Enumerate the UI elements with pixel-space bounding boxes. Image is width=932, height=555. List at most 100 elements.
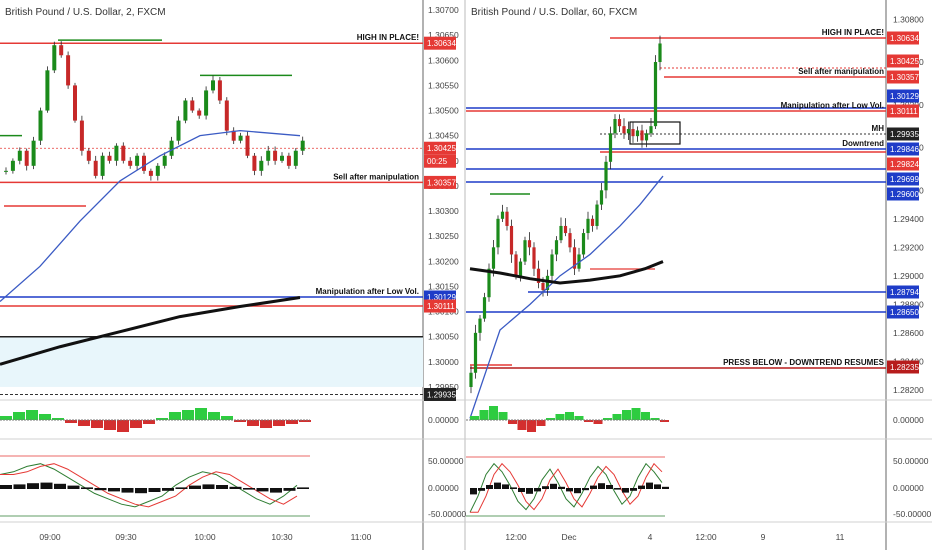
- right-ind1-bar: [508, 420, 517, 424]
- left-ind1-bar: [91, 420, 103, 428]
- left-candle-body: [24, 150, 29, 166]
- left-candle-body: [148, 170, 153, 176]
- right-ind1-bar: [479, 410, 489, 420]
- left-indicator1: [0, 408, 311, 432]
- right-candle-body: [509, 225, 514, 255]
- right-osc-hist: [486, 485, 493, 489]
- left-indicator2: [0, 455, 310, 517]
- left-level-price-badge: 1.30357: [424, 175, 456, 189]
- left-moving-averages: [0, 129, 301, 366]
- left-y-tick-label: 1.30300: [428, 206, 459, 216]
- right-osc-hist: [494, 482, 501, 489]
- right-candle-body: [653, 62, 658, 127]
- right-osc-hist: [622, 488, 629, 493]
- right-osc-hist: [614, 488, 621, 490]
- left-candle-body: [79, 120, 84, 151]
- right-level-label: Sell after manipulation: [798, 67, 884, 76]
- left-ind2-tick: 0.00000: [428, 483, 459, 493]
- left-last-price-badge-text: 1.30425: [427, 144, 456, 153]
- right-osc-hist: [542, 486, 549, 489]
- left-osc-hist: [297, 487, 309, 489]
- left-x-tick-label: 10:00: [194, 532, 216, 542]
- left-candle-body: [93, 160, 98, 176]
- right-osc-hist: [558, 486, 565, 489]
- left-candle-body: [10, 160, 15, 171]
- left-ind1-bar: [26, 410, 38, 420]
- right-ind2-tick: 0.00000: [893, 483, 924, 493]
- left-blue-ma: [0, 129, 301, 303]
- left-candle-body: [259, 160, 264, 171]
- left-level-price-badge-bg: [424, 175, 456, 189]
- left-ind1-bar: [260, 420, 272, 428]
- left-candle-body: [169, 140, 174, 156]
- left-osc-hist: [189, 485, 201, 489]
- left-candle-body: [52, 45, 57, 71]
- left-level-label: HIGH IN PLACE!: [357, 33, 419, 42]
- right-candle-body: [554, 240, 559, 255]
- left-candle-body: [155, 165, 160, 176]
- right-black-ma: [469, 260, 664, 285]
- left-level-price-badge-text: 1.30111: [427, 302, 455, 311]
- right-candles: [469, 35, 662, 394]
- right-candle-body: [608, 133, 613, 162]
- right-ind1-bar: [641, 412, 650, 420]
- right-candle-body: [523, 240, 527, 262]
- left-osc-hist: [243, 488, 255, 490]
- left-x-tick-label: 09:00: [39, 532, 61, 542]
- right-ind1-bar: [527, 420, 536, 432]
- right-level-price-badge-bg: [887, 305, 919, 319]
- right-ind1-bar: [489, 406, 498, 420]
- left-support-zone: [0, 335, 423, 387]
- right-y-tick-label: 1.29200: [893, 242, 924, 252]
- right-level-price-badge: 1.30129: [887, 89, 919, 103]
- right-candle-body: [536, 268, 541, 283]
- left-candle-body: [45, 70, 50, 111]
- left-osc-hist: [135, 488, 147, 494]
- right-level-price-badge-text: 1.30634: [890, 34, 919, 43]
- left-osc-hist: [27, 483, 39, 489]
- left-x-tick-label: 10:30: [271, 532, 293, 542]
- left-osc-hist: [67, 485, 80, 489]
- left-candle-body: [224, 100, 229, 131]
- right-ind1-bar: [498, 412, 508, 420]
- right-level-price-badge: 1.30634: [887, 31, 919, 45]
- right-x-tick-label: 4: [648, 532, 653, 542]
- right-level-price-badge: 1.28650: [887, 305, 919, 319]
- right-candle-body: [644, 133, 649, 141]
- left-ind1-bar: [234, 420, 246, 422]
- left-osc-hist: [108, 488, 120, 492]
- right-candle-body: [469, 372, 473, 388]
- left-osc-hist: [256, 488, 269, 492]
- left-osc-hist: [148, 488, 161, 492]
- left-candle-body: [162, 155, 167, 166]
- left-y-tick-label: 1.30550: [428, 80, 459, 90]
- left-ind1-bar: [65, 420, 77, 423]
- right-level-price-badge-bg: [887, 54, 919, 68]
- right-level-label: PRESS BELOW - DOWNTREND RESUMES: [723, 358, 885, 367]
- left-osc-hist: [202, 484, 215, 489]
- right-osc-hist: [478, 488, 485, 491]
- left-time-axis: 09:00 09:30 10:00 10:30 11:00: [39, 532, 371, 542]
- left-osc-hist: [54, 483, 66, 489]
- right-candle-body: [541, 282, 545, 291]
- right-ind1-bar: [536, 420, 546, 426]
- left-candle-body: [107, 155, 112, 161]
- right-y-tick-label: 1.28600: [893, 328, 924, 338]
- right-ind1-bar: [593, 420, 603, 424]
- right-candle-body: [500, 211, 505, 219]
- right-level-price-badge: 1.28794: [887, 285, 919, 299]
- right-level-price-badge-text: 1.29600: [890, 190, 919, 199]
- right-level-price-badge: 1.29699: [887, 172, 919, 186]
- left-y-tick-label: 1.30500: [428, 106, 459, 116]
- right-level-price-badge-bg: [887, 142, 919, 156]
- right-candle-body: [635, 130, 640, 137]
- right-level-price-badge-bg: [887, 31, 919, 45]
- left-candle-body: [217, 80, 222, 101]
- right-level-price-badge-text: 1.29935: [890, 130, 919, 139]
- right-osc-hist: [630, 488, 637, 491]
- left-ind1-bar: [117, 420, 129, 432]
- right-ind1-bar: [603, 418, 612, 420]
- right-ind2-tick: -50.00000: [893, 509, 932, 519]
- right-blue-ma: [469, 175, 664, 419]
